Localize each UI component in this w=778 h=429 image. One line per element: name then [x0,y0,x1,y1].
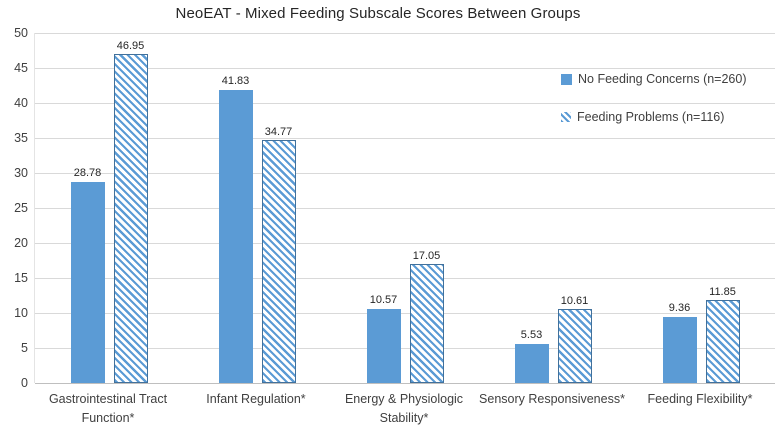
gridline [35,313,775,314]
bar-hatch: 11.85 [705,286,740,383]
bar-group: 28.78 46.95 [35,33,183,383]
x-category-label: Energy & Physiologic Stability* [344,392,464,425]
bar-value-label: 9.36 [668,302,691,315]
bar-group: 41.83 34.77 [183,33,331,383]
y-tick-label: 0 [21,376,28,390]
bar-value-label: 28.78 [73,166,102,179]
bar-value-label: 41.83 [221,75,250,88]
bar-hatch: 10.61 [557,295,592,383]
y-tick-label: 40 [14,96,28,110]
legend-swatch-solid-icon [561,73,572,85]
bar-value-label: 46.95 [116,40,145,53]
bar-solid: 5.53 [514,329,549,383]
bar-value-label: 10.57 [369,294,398,307]
bar-group: 9.36 11.85 [627,33,775,383]
bar-solid: 10.57 [366,294,401,383]
y-tick-label: 35 [14,131,28,145]
bar-solid: 28.78 [70,167,105,383]
gridline [35,173,775,174]
gridline [35,33,775,34]
y-tick-label: 50 [14,26,28,40]
x-category-label: Feeding Flexibility* [647,392,753,406]
gridline [35,103,775,104]
bar-value-label: 17.05 [412,249,441,262]
bar-value-label: 5.53 [520,329,543,342]
bar-group: 10.57 17.05 [331,33,479,383]
y-tick-label: 25 [14,201,28,215]
bar-hatch: 46.95 [113,40,148,383]
x-axis-line [35,383,775,384]
legend-label: No Feeding Concerns (n=260) [578,72,747,86]
y-tick-label: 45 [14,61,28,75]
gridline [35,208,775,209]
gridline [35,138,775,139]
x-category-label: Gastrointestinal Tract Function* [48,392,168,425]
x-category-label: Infant Regulation* [206,392,306,406]
gridline [35,68,775,69]
legend: No Feeding Concerns (n=260) Feeding Probl… [561,72,747,148]
plot-area: 28.78 46.95 41.83 34.77 10.57 17.05 5.53 10.61 9… [34,33,775,384]
y-tick-label: 10 [14,306,28,320]
gridline [35,348,775,349]
bar-value-label: 11.85 [709,286,736,299]
x-category-label: Sensory Responsiveness* [479,392,625,406]
chart-title: NeoEAT - Mixed Feeding Subscale Scores B… [175,5,581,22]
bar-hatch: 34.77 [261,126,296,383]
y-tick-label: 15 [14,271,28,285]
bar-solid: 41.83 [218,75,253,383]
bar-solid: 9.36 [662,302,697,383]
bar-value-label: 10.61 [560,294,589,307]
y-tick-label: 30 [14,166,28,180]
legend-item: Feeding Problems (n=116) [561,110,747,124]
legend-item: No Feeding Concerns (n=260) [561,72,747,86]
bar-group: 5.53 10.61 [479,33,627,383]
bar-value-label: 34.77 [264,125,293,138]
gridline [35,243,775,244]
gridline [35,278,775,279]
legend-label: Feeding Problems (n=116) [577,110,725,124]
y-tick-label: 20 [14,236,28,250]
legend-swatch-hatch-icon [561,112,571,122]
y-tick-label: 5 [21,341,28,355]
bar-hatch: 17.05 [409,250,444,383]
